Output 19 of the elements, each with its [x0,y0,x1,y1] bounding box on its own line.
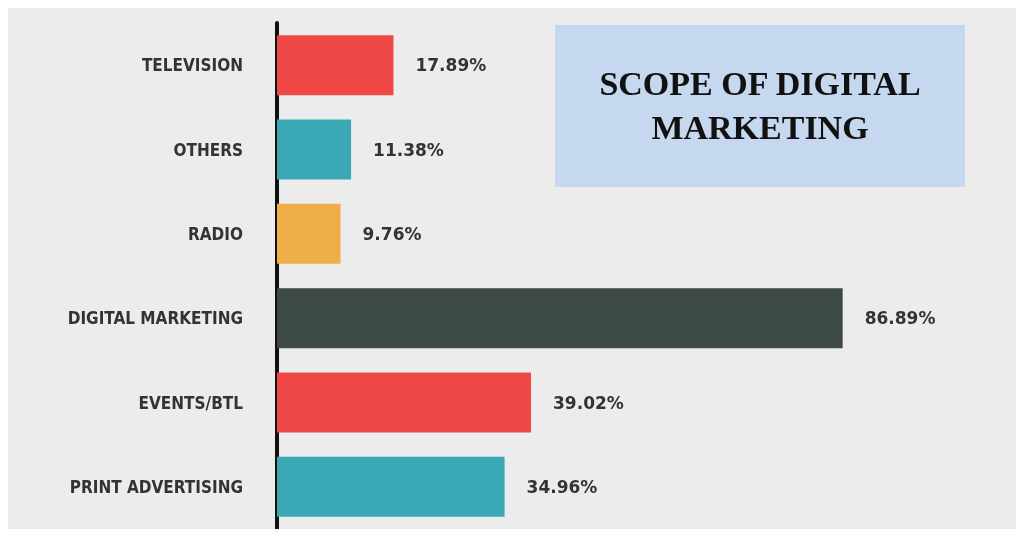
bar [277,372,532,433]
y-tick-label: DIGITAL MARKETING [67,308,243,329]
bar [277,456,505,517]
y-tick-label: EVENTS/BTL [138,392,244,413]
bar [277,288,843,349]
data-label: 9.76% [362,223,422,244]
bar [277,119,352,180]
data-label: 39.02% [553,392,624,413]
bar [277,35,394,96]
data-label: 34.96% [526,476,598,497]
data-label: 86.89% [864,308,936,329]
y-tick-label: PRINT ADVERTISING [69,476,243,497]
y-tick-label: RADIO [187,223,243,244]
y-tick-label: OTHERS [173,139,243,160]
bar [277,203,341,264]
y-tick-label: TELEVISION [141,55,243,76]
text: SCOPE OF DIGITAL MARKETING [555,25,965,187]
data-label: 11.38% [373,139,444,160]
data-label: 17.89% [415,55,487,76]
